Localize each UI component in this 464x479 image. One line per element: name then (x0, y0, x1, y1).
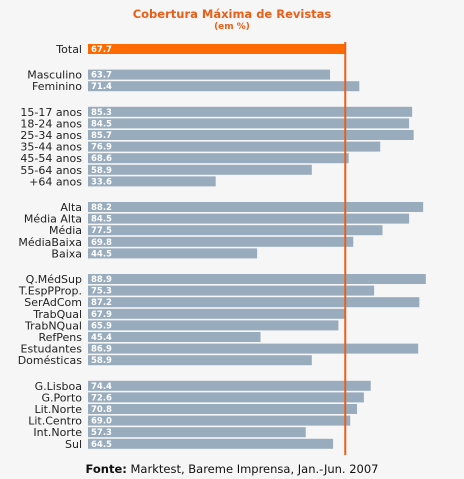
category-label: 35-44 anos (20, 141, 82, 154)
data-label: 68.6 (91, 154, 112, 164)
data-label: 84.5 (91, 119, 112, 129)
data-label: 70.8 (91, 405, 112, 415)
data-label: 87.2 (91, 298, 112, 308)
category-label: TrabNQual (24, 319, 82, 332)
category-label: Média (49, 224, 82, 237)
data-label: 33.6 (91, 177, 112, 187)
category-label: G.Porto (41, 391, 82, 404)
data-label: 67.9 (91, 310, 112, 320)
data-label: 64.5 (91, 440, 112, 450)
bar (88, 106, 413, 117)
category-label: Total (55, 43, 82, 56)
bar (88, 153, 349, 164)
data-label: 71.4 (91, 82, 112, 92)
data-label: 69.8 (91, 238, 112, 248)
bar (88, 213, 410, 224)
category-label: 18-24 anos (20, 117, 82, 130)
data-label: 65.9 (91, 321, 112, 331)
data-label: 75.3 (91, 287, 112, 297)
category-label: G.Lisboa (35, 380, 82, 393)
bar (88, 176, 216, 187)
data-label: 88.9 (91, 275, 112, 285)
category-label: MédiaBaixa (18, 236, 82, 249)
bar (88, 69, 331, 80)
data-label: 77.5 (91, 226, 112, 236)
category-label: Domésticas (18, 354, 83, 367)
category-label: 55-64 anos (20, 164, 82, 177)
data-label: 85.7 (91, 131, 112, 141)
bar (88, 427, 306, 438)
data-label: 88.2 (91, 203, 112, 213)
bar (88, 248, 258, 259)
category-label: T.EspPProp. (18, 285, 82, 298)
category-label: Lit.Norte (34, 403, 82, 416)
category-label: 15-17 anos (20, 106, 82, 119)
source-note: Fonte: Marktest, Bareme Imprensa, Jan.-J… (0, 462, 464, 476)
data-label: 74.4 (91, 382, 112, 392)
bar (88, 81, 360, 92)
category-label: Alta (60, 201, 82, 214)
bar (88, 202, 424, 212)
category-label: Masculino (27, 69, 82, 82)
bar (88, 355, 312, 366)
data-label: 45.4 (91, 333, 112, 343)
data-label: 58.9 (91, 356, 112, 366)
data-label: 86.9 (91, 345, 112, 355)
bar (88, 415, 351, 426)
bar (88, 343, 419, 354)
chart-subtitle: (em %) (214, 22, 250, 32)
data-label: 84.5 (91, 215, 112, 225)
category-label: Q.MédSup (26, 273, 82, 286)
category-label: RefPens (38, 331, 82, 344)
bar (88, 332, 261, 342)
bar (88, 285, 375, 296)
category-label: Int.Norte (33, 426, 82, 439)
category-label: TrabQual (32, 308, 82, 321)
category-label: Sul (65, 438, 82, 451)
category-label: +64 anos (29, 175, 82, 188)
bar (88, 438, 334, 449)
bar (88, 380, 371, 391)
source-text: Marktest, Bareme Imprensa, Jan.-Jun. 200… (126, 462, 379, 476)
bar (88, 392, 364, 403)
category-label: 25-34 anos (20, 129, 82, 142)
bar (88, 274, 426, 284)
category-label: Feminino (32, 80, 82, 93)
bar (88, 164, 312, 175)
category-label: Estudantes (21, 343, 83, 356)
data-label: 44.5 (91, 249, 112, 259)
category-label: Baixa (51, 247, 82, 260)
bar (88, 320, 339, 331)
category-label: Lit.Centro (28, 415, 82, 428)
data-label: 67.7 (91, 45, 112, 55)
bar (88, 404, 358, 414)
data-label: 57.3 (91, 428, 112, 438)
bar (88, 130, 414, 140)
bar (88, 118, 410, 129)
bar (88, 297, 420, 308)
bar (88, 225, 383, 236)
data-label: 63.7 (91, 71, 112, 81)
data-label: 69.0 (91, 417, 112, 427)
data-label: 85.3 (91, 108, 112, 118)
bar (88, 308, 347, 319)
bar (88, 141, 381, 152)
category-label: SerAdCom (24, 296, 82, 309)
source-label: Fonte: (85, 462, 127, 476)
data-label: 58.9 (91, 166, 112, 176)
bar (88, 44, 346, 54)
category-label: Média Alta (24, 213, 82, 226)
bar (88, 236, 354, 247)
category-label: 45-54 anos (20, 152, 82, 165)
data-label: 76.9 (91, 143, 112, 153)
data-label: 72.6 (91, 393, 112, 403)
bar-chart: Total 67.7 Masculino 63.7 Feminino 71.4 15-17 … (18, 42, 426, 455)
chart-title: Cobertura Máxima de Revistas (132, 7, 332, 21)
